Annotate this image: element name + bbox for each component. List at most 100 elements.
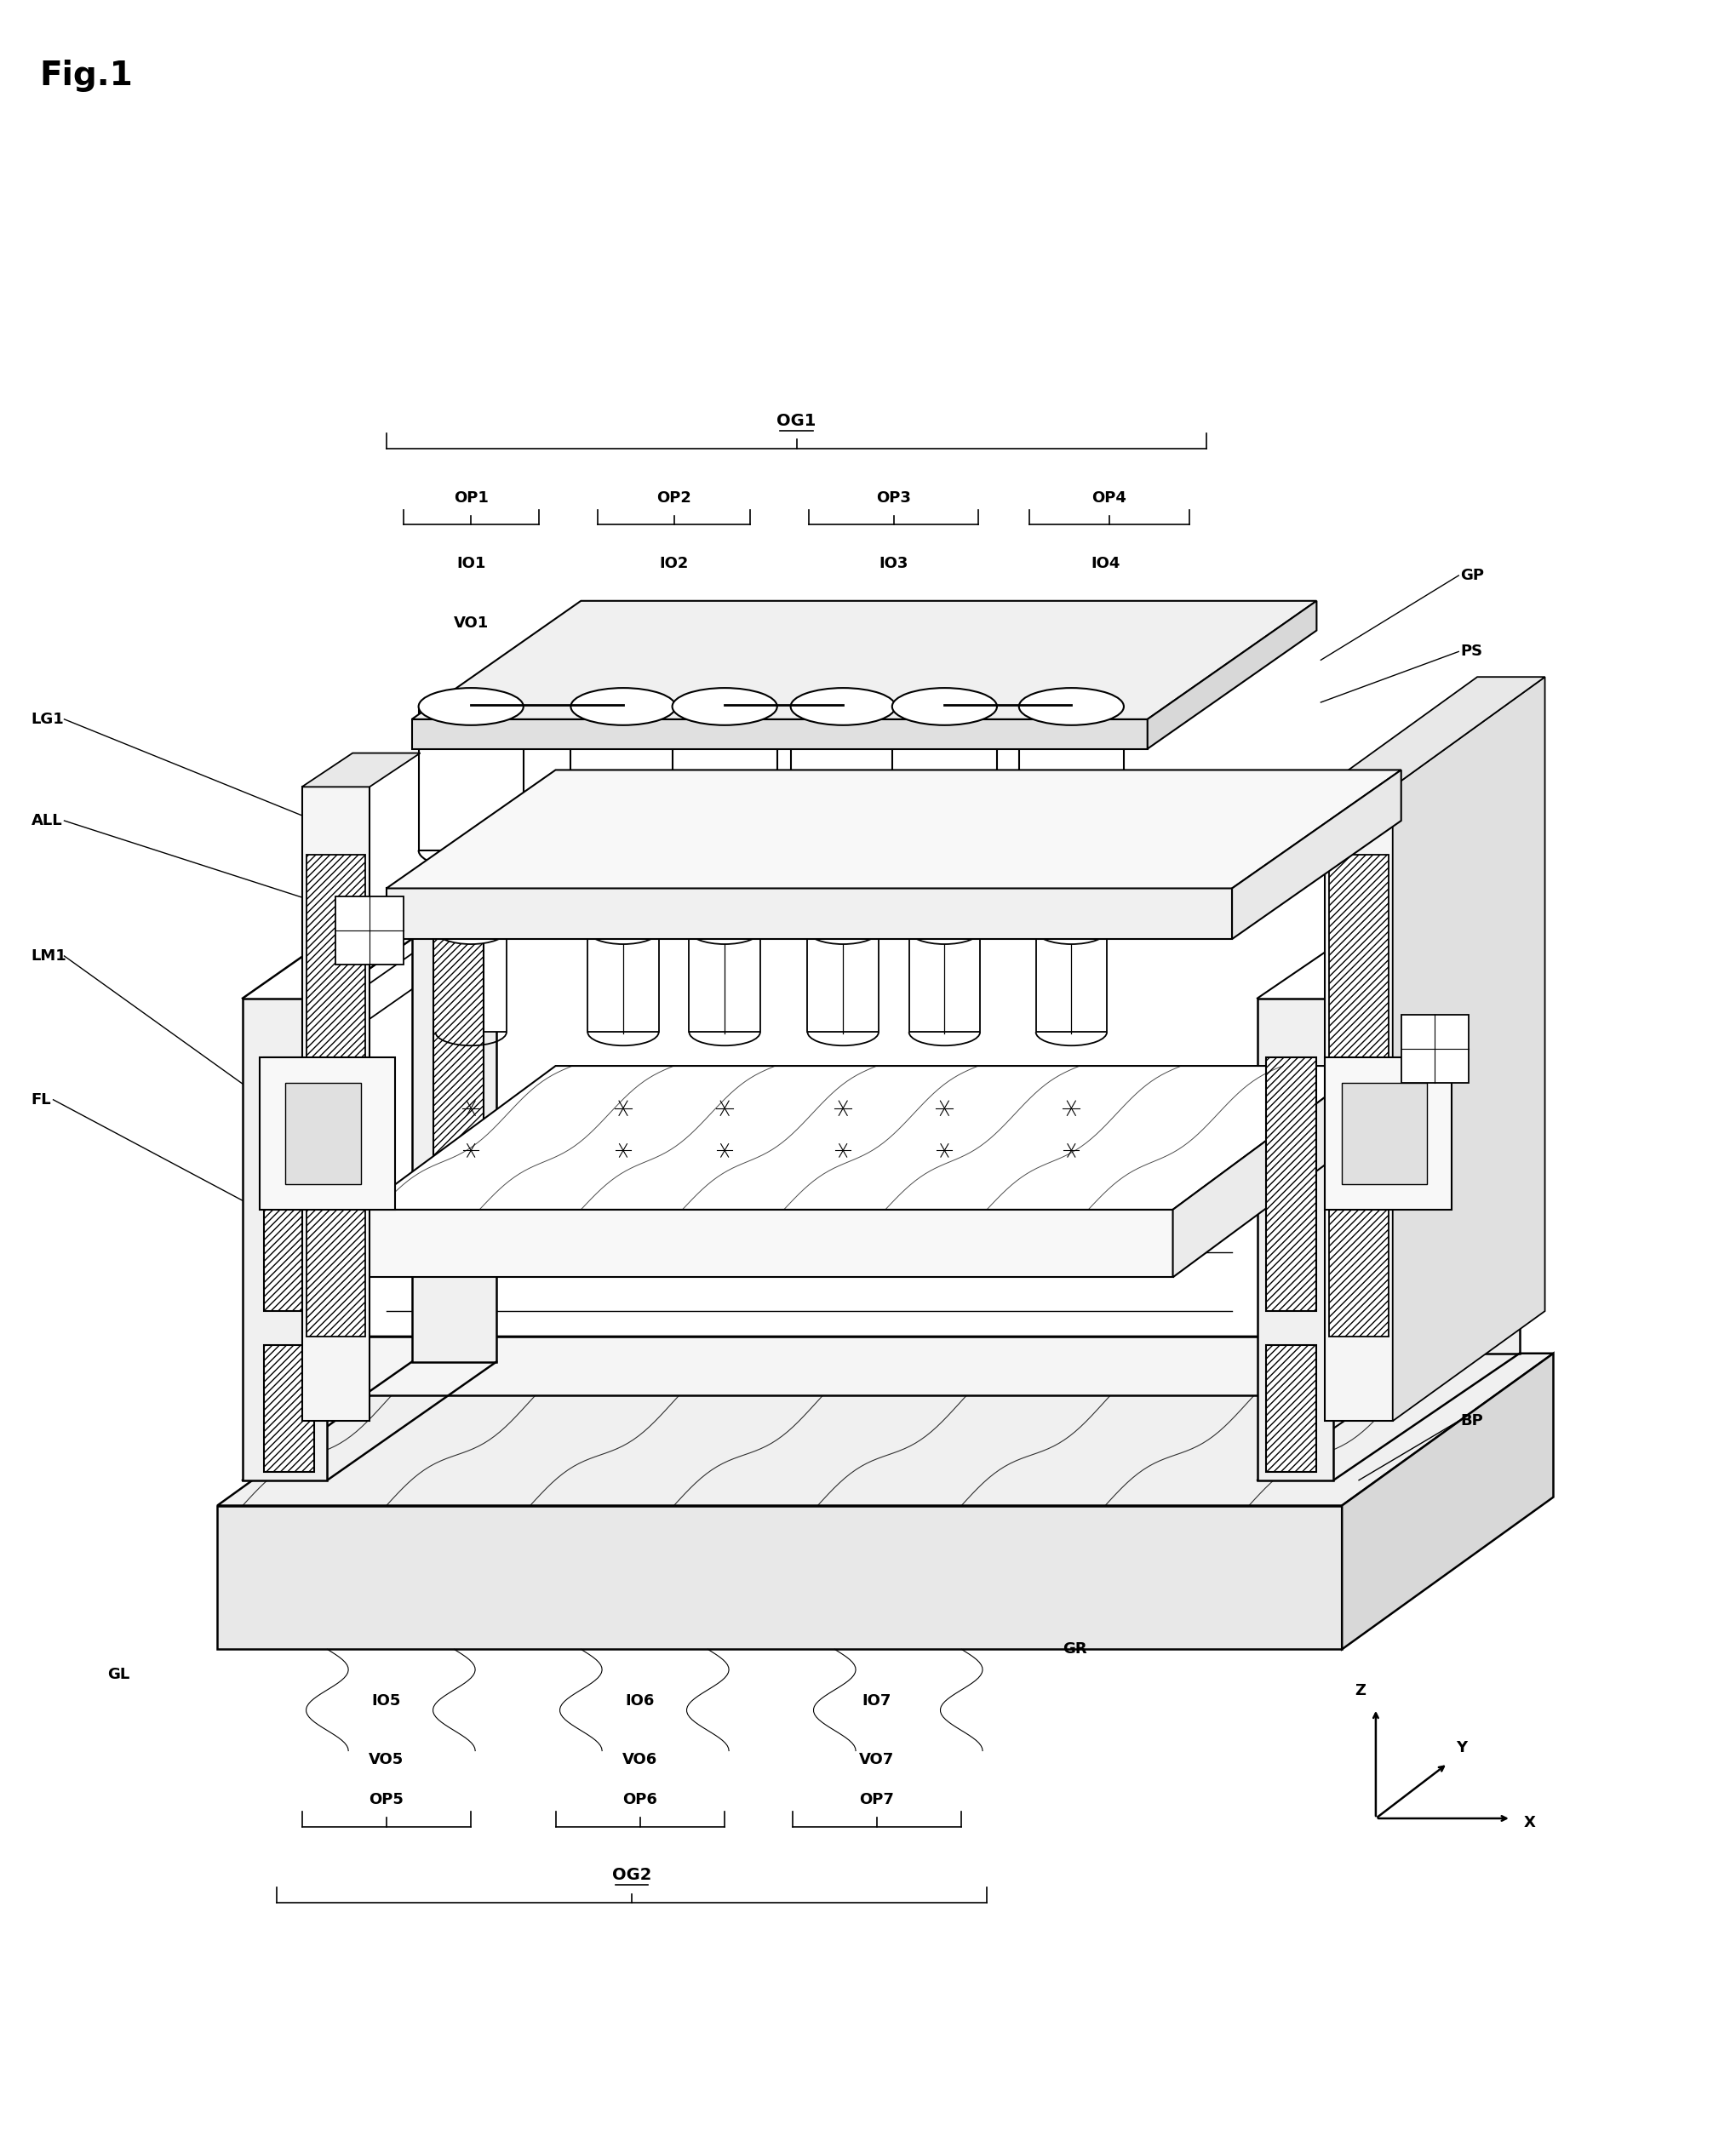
Text: IO7: IO7	[861, 1694, 891, 1709]
Bar	[436, 930, 507, 1033]
Polygon shape	[259, 1335, 1290, 1396]
Text: IO2: IO2	[660, 556, 687, 571]
Ellipse shape	[587, 917, 658, 945]
Ellipse shape	[936, 852, 953, 861]
Text: IO6: IO6	[625, 1694, 654, 1709]
Text: BP: BP	[1460, 1413, 1483, 1428]
Ellipse shape	[1062, 852, 1080, 861]
Polygon shape	[411, 601, 1316, 719]
Text: VO2: VO2	[656, 616, 691, 631]
Polygon shape	[1401, 1016, 1469, 1082]
Bar	[1266, 1344, 1316, 1471]
Ellipse shape	[1035, 917, 1106, 945]
Text: LM1: LM1	[31, 949, 66, 964]
Bar	[264, 1344, 314, 1471]
Text: GL: GL	[108, 1666, 130, 1683]
Ellipse shape	[790, 687, 896, 726]
Text: LM2: LM2	[1484, 779, 1521, 794]
Polygon shape	[259, 1058, 394, 1209]
Polygon shape	[1172, 1065, 1366, 1277]
Polygon shape	[1325, 676, 1543, 786]
Text: OP4: OP4	[1092, 490, 1127, 505]
Text: IO3: IO3	[878, 556, 908, 571]
Ellipse shape	[908, 917, 979, 945]
Bar	[908, 930, 979, 1033]
Polygon shape	[302, 786, 370, 1421]
Text: FL: FL	[31, 1093, 52, 1108]
Bar	[1062, 857, 1080, 878]
Polygon shape	[1443, 872, 1519, 1353]
Bar	[1328, 855, 1387, 1335]
Text: GP: GP	[1460, 567, 1484, 584]
Bar	[264, 1058, 314, 1312]
Bar	[1451, 930, 1502, 1185]
Polygon shape	[385, 771, 1401, 889]
Polygon shape	[361, 1065, 1366, 1209]
Polygon shape	[217, 1353, 1552, 1505]
Polygon shape	[285, 1082, 361, 1185]
Ellipse shape	[571, 687, 675, 726]
Polygon shape	[1290, 1185, 1502, 1396]
Bar	[672, 706, 776, 850]
Polygon shape	[1325, 786, 1392, 1421]
Text: LG2: LG2	[1484, 678, 1517, 693]
Bar	[462, 857, 479, 878]
Bar	[790, 706, 896, 850]
Polygon shape	[411, 719, 1147, 749]
Bar	[571, 706, 675, 850]
Ellipse shape	[462, 852, 479, 861]
Text: OG1: OG1	[776, 412, 816, 429]
Polygon shape	[1392, 676, 1543, 1421]
Polygon shape	[217, 1505, 1342, 1649]
Bar	[1266, 1058, 1316, 1312]
Bar	[587, 930, 658, 1033]
Polygon shape	[243, 998, 326, 1479]
Polygon shape	[302, 754, 420, 786]
Text: VO1: VO1	[453, 616, 488, 631]
Polygon shape	[1342, 1353, 1552, 1649]
Polygon shape	[1147, 601, 1316, 749]
Text: IO1: IO1	[457, 556, 486, 571]
Bar	[892, 706, 996, 850]
Bar	[418, 706, 523, 850]
Text: LG1: LG1	[31, 711, 64, 728]
Ellipse shape	[892, 687, 996, 726]
Ellipse shape	[672, 687, 776, 726]
Ellipse shape	[807, 917, 878, 945]
Polygon shape	[1342, 1082, 1425, 1185]
Text: OP6: OP6	[623, 1793, 658, 1808]
Ellipse shape	[1019, 687, 1123, 726]
Text: VO7: VO7	[859, 1752, 894, 1767]
Ellipse shape	[835, 852, 851, 861]
Text: Z: Z	[1354, 1683, 1366, 1698]
Text: VO3: VO3	[875, 616, 911, 631]
Bar	[835, 857, 851, 878]
Ellipse shape	[615, 852, 632, 861]
Text: OP7: OP7	[859, 1793, 894, 1808]
Bar	[615, 857, 632, 878]
Polygon shape	[335, 897, 403, 964]
Text: Fig.1: Fig.1	[40, 60, 134, 92]
Polygon shape	[411, 880, 496, 1361]
Text: GR: GR	[1062, 1642, 1087, 1657]
Text: OP1: OP1	[453, 490, 488, 505]
Ellipse shape	[715, 852, 733, 861]
Text: Y: Y	[1455, 1739, 1467, 1754]
Text: ALR: ALR	[1484, 855, 1519, 872]
Text: PS: PS	[1460, 644, 1483, 659]
Text: ALL: ALL	[31, 814, 62, 829]
Bar	[1035, 930, 1106, 1033]
Text: VO5: VO5	[368, 1752, 404, 1767]
Bar	[936, 857, 953, 878]
Text: X: X	[1522, 1814, 1535, 1829]
Text: IO4: IO4	[1090, 556, 1120, 571]
Bar	[689, 930, 760, 1033]
Bar	[715, 857, 733, 878]
Polygon shape	[361, 1209, 1172, 1277]
Text: VO4: VO4	[1087, 616, 1121, 631]
Ellipse shape	[436, 917, 507, 945]
Text: OP3: OP3	[877, 490, 911, 505]
Bar	[432, 938, 483, 1194]
Polygon shape	[1231, 771, 1401, 938]
Bar	[807, 930, 878, 1033]
